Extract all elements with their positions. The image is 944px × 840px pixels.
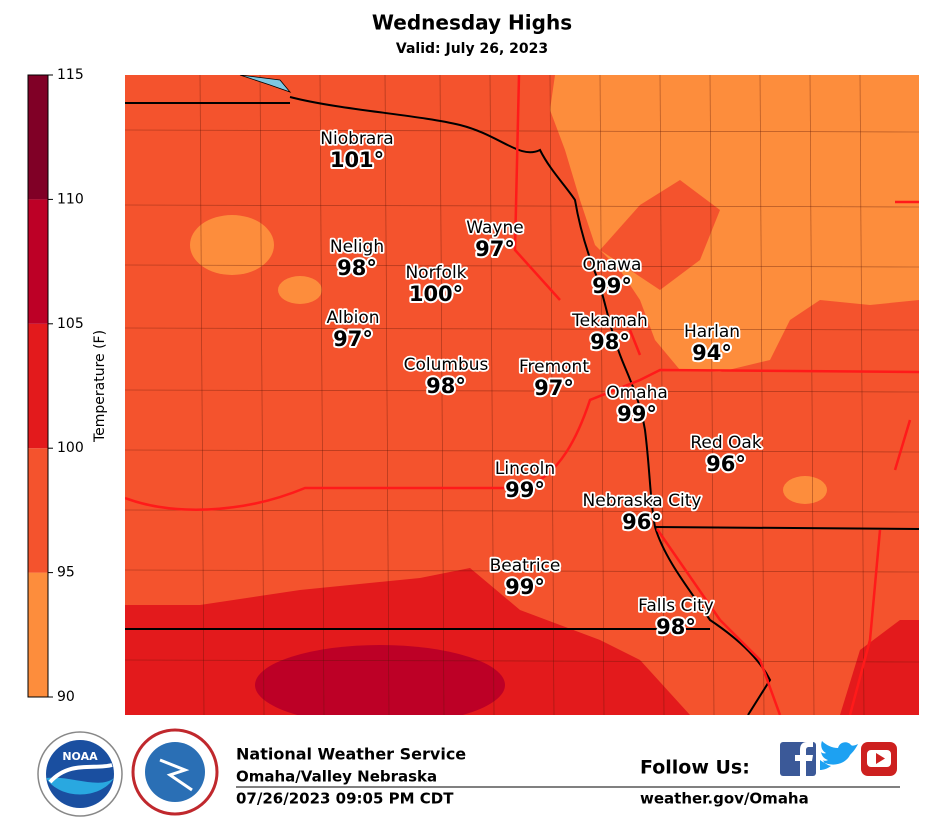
county-line — [259, 75, 265, 715]
city-temp: 99° — [592, 274, 632, 298]
county-line — [809, 75, 815, 715]
city-name: Wayne — [466, 218, 523, 238]
city-name: Beatrice — [490, 556, 561, 576]
city-temp: 98° — [656, 615, 696, 639]
timestamp: 07/26/2023 09:05 PM CDT — [236, 790, 454, 808]
lake — [239, 75, 292, 93]
city-name: Niobrara — [320, 129, 393, 149]
noaa-text: NOAA — [62, 750, 98, 763]
city-temp: 98° — [590, 330, 630, 354]
county-line — [489, 75, 495, 715]
city-temp: 99° — [505, 478, 545, 502]
county-line — [125, 509, 919, 513]
city-temp: 97° — [534, 376, 574, 400]
county-line — [125, 327, 919, 331]
highway — [125, 75, 919, 715]
county-line — [759, 75, 765, 715]
url: weather.gov/Omaha — [640, 790, 809, 808]
county-lines — [125, 75, 919, 715]
colorbar-band — [28, 323, 48, 449]
hot-area — [840, 620, 919, 715]
city-name: Red Oak — [690, 433, 762, 453]
county-line — [199, 75, 205, 715]
city-name: Lincoln — [495, 459, 555, 479]
nws-logo — [131, 728, 219, 816]
county-line — [549, 75, 555, 715]
county-line — [125, 389, 919, 393]
colorbar: 90 95 100 105 110 115 — [27, 67, 84, 705]
cool-area — [190, 215, 274, 275]
city-temp: 98° — [337, 256, 377, 280]
subtitle: Valid: July 26, 2023 — [396, 41, 548, 57]
cool-area — [783, 476, 827, 504]
city-name: Tekamah — [571, 311, 648, 331]
city-temp: 97° — [475, 237, 515, 261]
city-name: Albion — [326, 308, 379, 328]
colorbar-band — [28, 75, 48, 200]
county-line — [125, 659, 919, 663]
county-line — [125, 449, 919, 453]
colorbar-label: Temperature (F) — [92, 330, 108, 443]
office-name: Omaha/Valley Nebraska — [236, 768, 437, 786]
city-temp: 94° — [692, 341, 732, 365]
city-name: Neligh — [330, 237, 384, 257]
colorbar-frame — [27, 74, 49, 698]
city-name: Omaha — [606, 383, 668, 403]
city-name: Onawa — [583, 255, 642, 275]
city-temp: 100° — [409, 282, 463, 306]
city-temp: 96° — [622, 510, 662, 534]
county-line — [125, 569, 919, 573]
twitter-icon[interactable] — [820, 741, 858, 770]
follow-text: Follow Us: — [640, 757, 750, 779]
noaa-logo: NOAA — [37, 731, 123, 817]
county-line — [439, 75, 445, 715]
colorbar-tick-label: 115 — [57, 67, 84, 83]
cool-area — [550, 75, 919, 372]
colorbar-tick-label: 105 — [57, 316, 84, 332]
state-border — [125, 526, 919, 630]
county-line — [859, 75, 865, 715]
county-line — [125, 264, 919, 268]
city-name: Nebraska City — [583, 491, 702, 511]
colorbar-tick-label: 110 — [57, 191, 84, 207]
city-name: Falls City — [638, 596, 714, 616]
county-line — [125, 204, 919, 208]
hotter-area — [255, 645, 505, 715]
facebook-icon[interactable] — [780, 742, 816, 776]
colorbar-tick-label: 100 — [57, 440, 84, 456]
colorbar-band — [28, 199, 48, 324]
cool-area — [278, 276, 322, 304]
colorbar-band — [28, 572, 48, 697]
map — [125, 75, 919, 715]
title: Wednesday Highs — [372, 11, 572, 35]
county-line — [319, 75, 325, 715]
city-temp: 101° — [330, 148, 384, 172]
city-name: Fremont — [519, 357, 589, 377]
county-line — [384, 75, 390, 715]
city-name: Norfolk — [405, 263, 466, 283]
youtube-icon[interactable] — [861, 742, 897, 776]
warm-area — [600, 180, 720, 290]
org-name: National Weather Service — [236, 745, 466, 764]
colorbar-band — [28, 448, 48, 573]
city-temp: 99° — [617, 402, 657, 426]
county-line — [125, 129, 919, 133]
city-temp: 98° — [426, 374, 466, 398]
colorbar-tick-label: 90 — [57, 689, 75, 705]
colorbar-tick-label: 95 — [57, 565, 75, 581]
state-border — [125, 96, 772, 715]
city-temp: 97° — [333, 327, 373, 351]
county-line — [659, 75, 665, 715]
city-temp: 96° — [706, 452, 746, 476]
city-temp: 99° — [505, 575, 545, 599]
city-name: Columbus — [404, 355, 489, 375]
city-name: Harlan — [684, 322, 740, 342]
